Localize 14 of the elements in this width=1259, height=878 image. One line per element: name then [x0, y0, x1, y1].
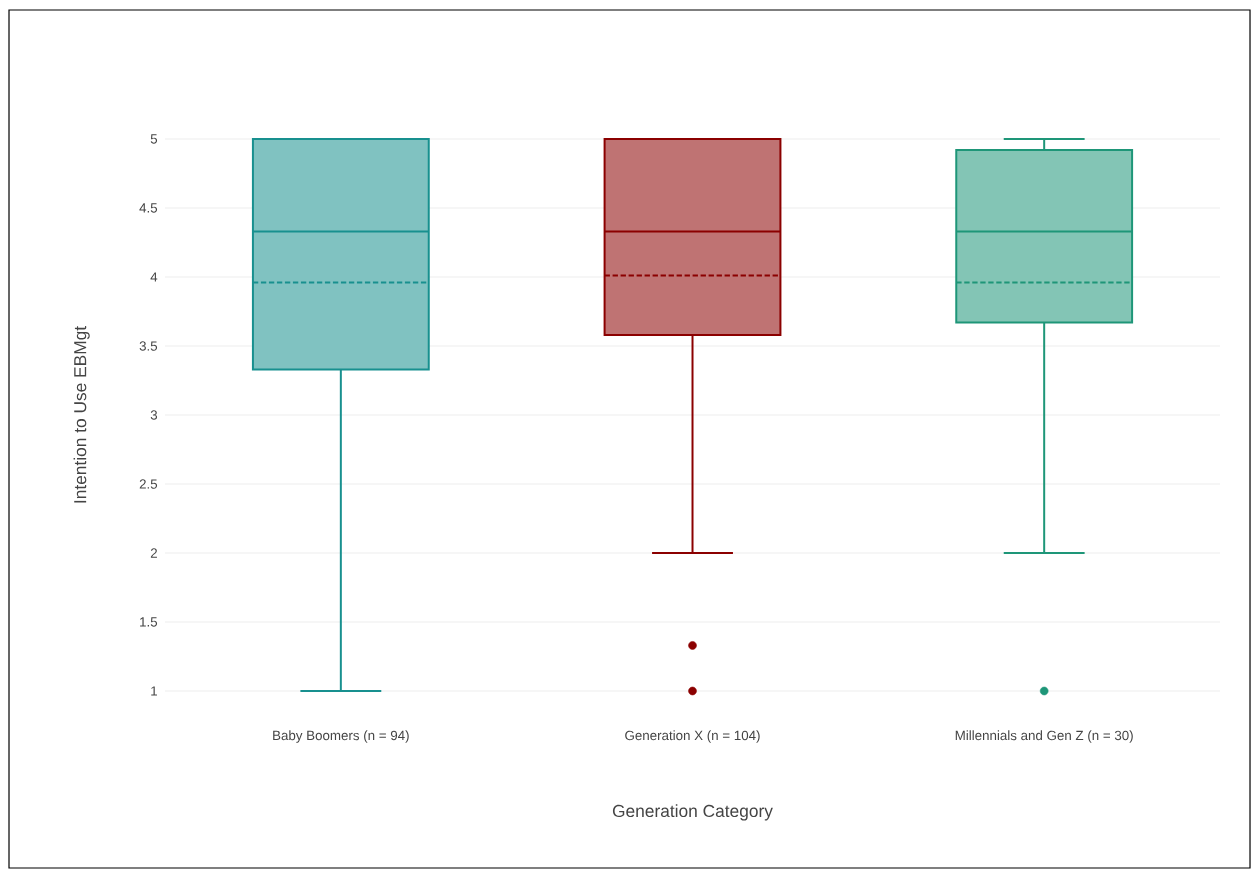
y-tick-label: 4.5: [139, 203, 158, 213]
y-tick-label: 4: [150, 272, 158, 282]
y-tick-label: 5: [150, 134, 158, 144]
x-axis-title: Generation Category: [612, 804, 773, 821]
y-tick-label: 3.5: [139, 341, 158, 351]
x-tick-label: Generation X (n = 104): [625, 730, 760, 743]
x-tick-label: Baby Boomers (n = 94): [273, 730, 409, 743]
y-tick-label: 2: [150, 548, 157, 558]
x-tick-label: Millennials and Gen Z (n = 30): [955, 730, 1133, 743]
y-tick-label: 3: [150, 410, 158, 420]
y-tick-label: 1.5: [140, 617, 158, 627]
y-tick-label: 2.5: [139, 479, 158, 489]
y-tick-label: 1: [151, 686, 157, 696]
y-axis-title: Intention to Use EBMgt: [73, 326, 90, 503]
